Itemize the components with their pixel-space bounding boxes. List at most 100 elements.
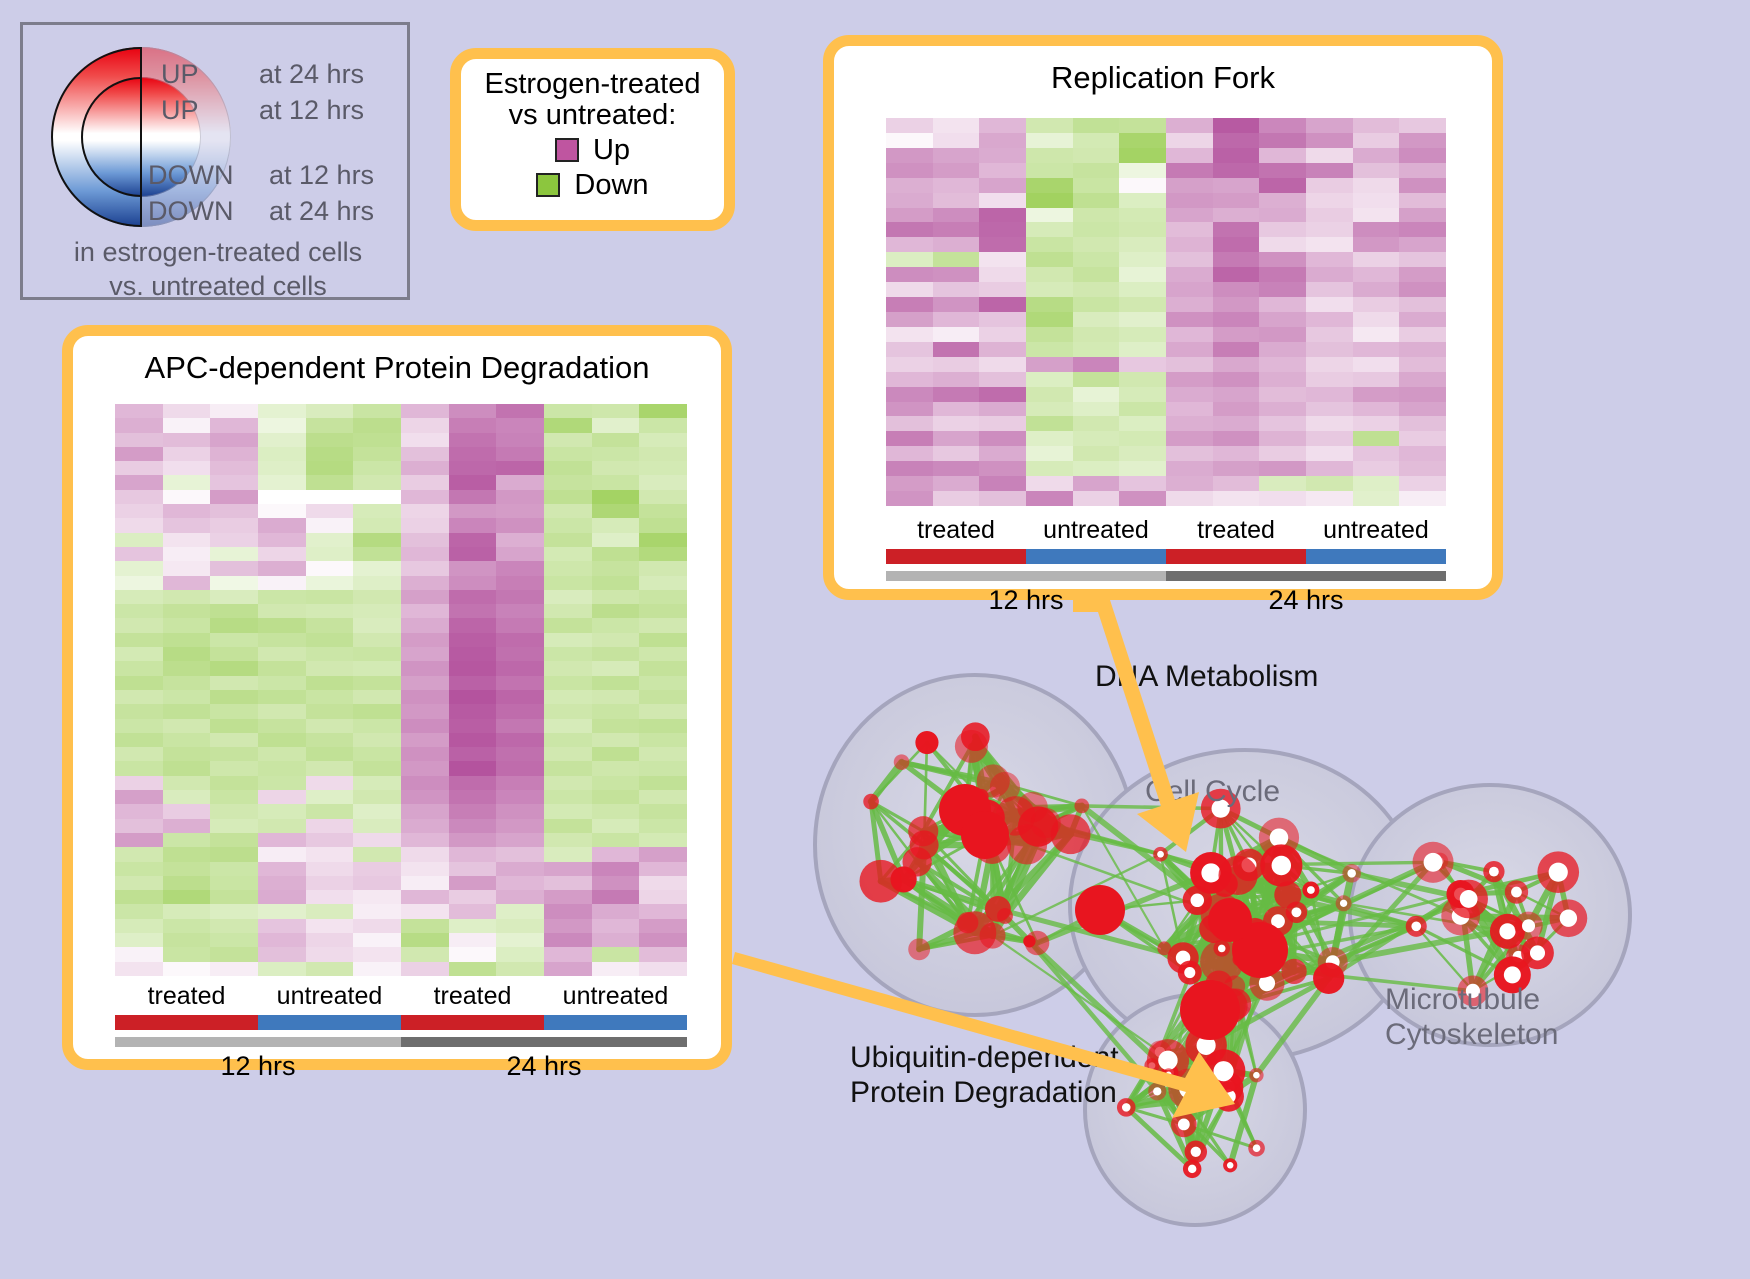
- heatmap-cell: [401, 475, 449, 490]
- heatmap-cell: [210, 689, 258, 705]
- heatmap-cell: [401, 747, 449, 762]
- heatmap-cell: [210, 532, 258, 547]
- heatmap-cell: [353, 432, 401, 447]
- heatmap-cell: [353, 518, 401, 533]
- heatmap-cell: [305, 604, 354, 619]
- heatmap-cell: [1259, 386, 1306, 402]
- heatmap-cell: [886, 222, 933, 238]
- heatmap-cell: [639, 632, 687, 648]
- heatmap-cell: [979, 118, 1026, 133]
- cluster-label-cell-cycle: Cell Cycle: [1145, 775, 1281, 808]
- heatmap-cell: [1212, 476, 1260, 492]
- heatmap-cell: [1352, 282, 1400, 298]
- heatmap-cell: [886, 297, 933, 312]
- network-node: [1412, 841, 1454, 883]
- heatmap-cell: [544, 818, 592, 833]
- heatmap-cell: [1352, 252, 1400, 268]
- heatmap-cell: [544, 546, 592, 562]
- heatmap-cell: [1212, 118, 1260, 133]
- heatmap-cell: [448, 847, 497, 862]
- heatmap-cell: [305, 461, 354, 476]
- heatmap-cell: [1352, 222, 1400, 238]
- heatmap-cell: [544, 661, 592, 676]
- heatmap-cell: [886, 192, 933, 208]
- heatmap-cell: [932, 371, 980, 387]
- heatmap-cell: [210, 589, 258, 605]
- heatmap-cell: [115, 947, 163, 962]
- heatmap-cell: [401, 604, 449, 619]
- sample-label: untreated: [1043, 516, 1149, 544]
- heatmap-cell: [353, 418, 401, 433]
- heatmap-cell: [886, 416, 933, 432]
- up-color-swatch: [554, 138, 579, 163]
- timepoint-color-segment: [115, 1037, 401, 1047]
- heatmap-cell: [1306, 222, 1353, 238]
- heatmap-cell: [210, 775, 258, 791]
- network-edge: [991, 853, 1162, 937]
- heatmap-cell: [639, 904, 687, 919]
- heatmap-cell: [353, 689, 401, 705]
- network-edge: [869, 741, 929, 803]
- network-node: [1302, 881, 1320, 899]
- heatmap-cell: [1072, 267, 1120, 283]
- heatmap-cell: [1399, 476, 1446, 492]
- heatmap-cell: [1306, 431, 1353, 447]
- heatmap-cell: [162, 489, 211, 505]
- heatmap-cell: [1119, 311, 1166, 327]
- heatmap-cell: [886, 491, 933, 506]
- heatmap-cell: [1166, 132, 1213, 148]
- heatmap-cell: [448, 818, 497, 833]
- heatmap-cell: [639, 761, 687, 776]
- heatmap-cell: [115, 446, 163, 462]
- heatmap-cell: [979, 371, 1026, 387]
- heatmap-cell: [544, 604, 592, 619]
- heatmap-cell: [353, 546, 401, 562]
- heatmap-cell: [162, 661, 211, 676]
- heatmap-cell: [210, 561, 258, 576]
- heatmap-cell: [401, 632, 449, 648]
- heatmap-cell: [932, 431, 980, 447]
- heatmap-cell: [1352, 311, 1400, 327]
- heatmap-cell: [932, 282, 980, 298]
- heatmap-cell: [448, 475, 497, 490]
- heatmap-cell: [932, 311, 980, 327]
- heatmap-cell: [1306, 282, 1353, 298]
- heatmap-cell: [1166, 371, 1213, 387]
- heatmap-cell: [258, 790, 306, 805]
- heatmap-cell: [1072, 431, 1120, 447]
- heatmap-cell: [1306, 237, 1353, 253]
- heatmap-cell: [448, 561, 497, 576]
- heatmap-cell: [305, 747, 354, 762]
- heatmap-cell: [1026, 461, 1073, 477]
- heatmap-cell: [886, 431, 933, 447]
- heatmap-cell: [115, 890, 163, 905]
- heatmap-cell: [639, 790, 687, 805]
- replication-fork-heatmap: treated untreated treated untreated 12 hrs 2…: [886, 118, 1446, 615]
- heatmap-cell: [1072, 177, 1120, 193]
- heatmap-cell: [401, 618, 449, 633]
- heatmap-cell: [162, 647, 211, 662]
- heatmap-cell: [544, 718, 592, 733]
- heatmap-cell: [1399, 461, 1446, 477]
- heatmap-cell: [448, 575, 497, 590]
- heatmap-cell: [258, 461, 306, 476]
- heatmap-cell: [591, 689, 640, 705]
- heatmap-cell: [979, 446, 1026, 462]
- heatmap-cell: [115, 618, 163, 633]
- heatmap-cell: [115, 589, 163, 605]
- heatmap-cell: [544, 532, 592, 547]
- heatmap-cell: [639, 647, 687, 662]
- heatmap-cell: [210, 618, 258, 633]
- heatmap-cell: [979, 356, 1026, 372]
- heatmap-cell: [979, 311, 1026, 327]
- heatmap-cell: [162, 961, 211, 976]
- heatmap-cell: [305, 575, 354, 590]
- heatmap-cell: [115, 718, 163, 733]
- heatmap-cell: [544, 747, 592, 762]
- heatmap-cell: [401, 661, 449, 676]
- heatmap-cell: [932, 267, 980, 283]
- heatmap-cell: [353, 647, 401, 662]
- expression-key-box: UP at 24 hrs UP at 12 hrs DOWN at 12 hrs…: [20, 22, 410, 301]
- heatmap-cell: [1026, 401, 1073, 417]
- heatmap-cell: [448, 875, 497, 891]
